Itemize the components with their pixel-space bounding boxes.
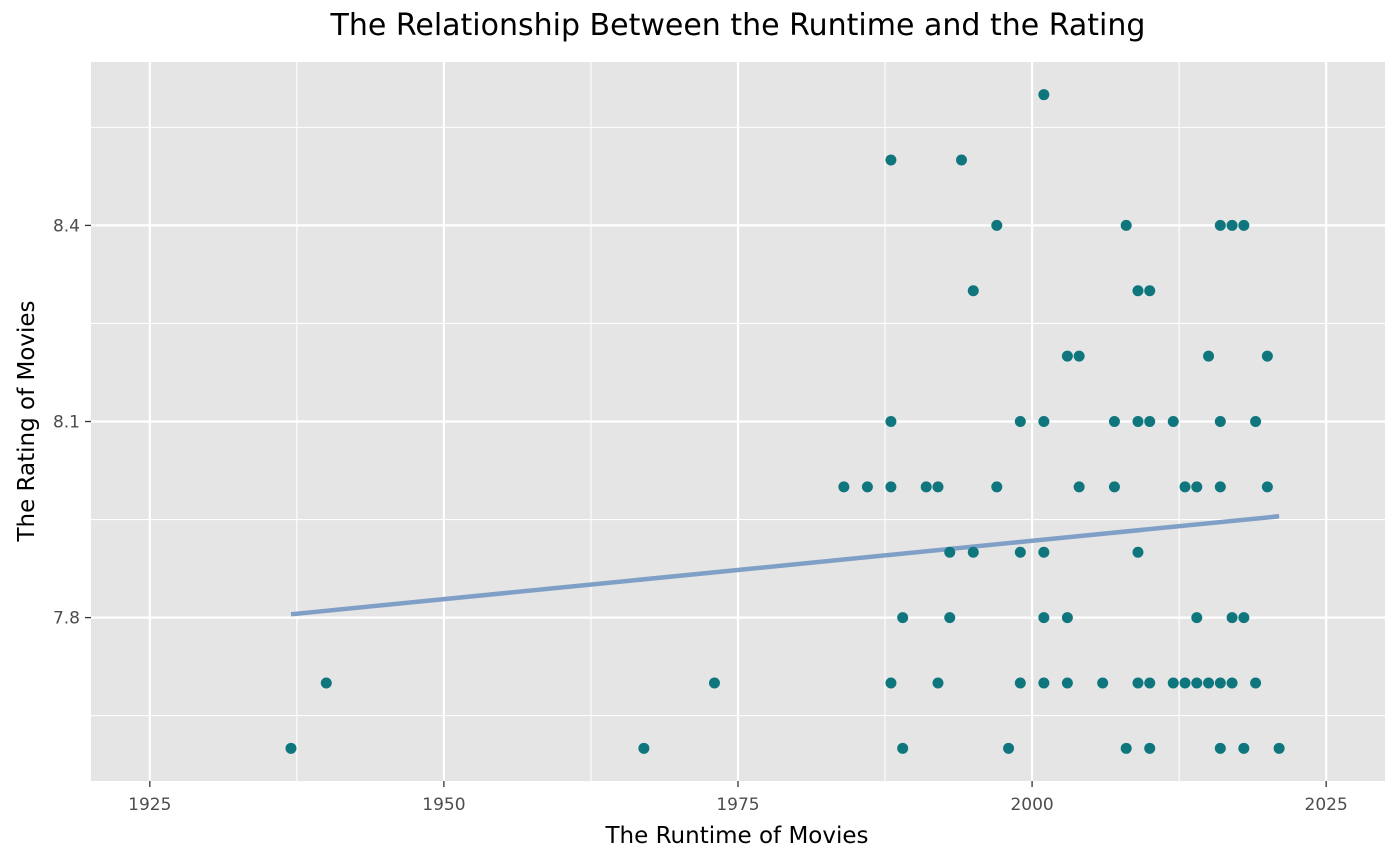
data-point [1132,546,1144,558]
data-point [1238,742,1250,754]
data-point [1191,481,1203,493]
data-point [1179,481,1191,493]
data-point [1238,219,1250,231]
data-point [1261,481,1273,493]
data-point [1203,677,1215,689]
data-point [967,285,979,297]
data-point [1144,416,1156,427]
data-point [861,481,873,493]
y-tick-label: 7.8 [53,609,80,629]
data-point [1214,742,1226,754]
data-point [1132,416,1144,427]
data-point [1014,546,1026,558]
data-point [1144,285,1156,297]
data-point [885,677,897,689]
data-point [885,481,897,493]
data-point [1179,677,1191,689]
data-point [991,481,1003,493]
y-axis-title: The Rating of Movies [14,300,40,542]
data-point [1167,416,1179,427]
data-point [1226,612,1238,624]
x-tick-label: 1925 [128,795,171,815]
data-point [1061,350,1073,362]
data-point [897,742,909,754]
data-point [320,677,332,689]
trend-line-layer [290,514,1280,617]
data-point [1108,416,1120,427]
data-point [1144,677,1156,689]
data-point [1061,612,1073,624]
data-point [285,742,297,754]
data-point [1097,677,1109,689]
x-tick-label: 2025 [1305,795,1348,815]
data-point [1238,612,1250,624]
data-point [1132,285,1144,297]
grid-major [91,62,1385,781]
data-point [638,742,650,754]
data-point [1120,742,1132,754]
data-point [932,481,944,493]
y-tick-label: 8.1 [53,413,80,433]
data-point [1203,350,1215,362]
y-axis-ticks: 7.8 8.1 8.4 [53,216,91,629]
data-point [956,154,968,166]
data-point [897,612,909,624]
data-point [1144,742,1156,754]
x-tick-label: 2000 [1010,795,1053,815]
data-point [1214,481,1226,493]
data-point [838,481,850,493]
data-point [1038,546,1050,558]
data-point [1038,677,1050,689]
data-point [920,481,932,493]
points-layer [285,89,1285,754]
data-point [1038,416,1050,427]
data-point [1226,677,1238,689]
data-point [1014,416,1026,427]
data-point [932,677,944,689]
data-point [1261,350,1273,362]
data-point [991,219,1003,231]
data-point [1226,219,1238,231]
data-point [1014,677,1026,689]
chart-title: The Relationship Between the Runtime and… [330,8,1146,43]
trend-line [290,514,1280,617]
x-axis-title: The Runtime of Movies [605,823,869,849]
data-point [944,612,956,624]
data-point [1273,742,1285,754]
data-point [1073,350,1085,362]
data-point [885,154,897,166]
data-point [1073,481,1085,493]
y-tick-label: 8.4 [53,216,80,236]
data-point [1120,219,1132,231]
x-axis-ticks: 1925 1950 1975 2000 2025 [128,781,1348,815]
data-point [1250,416,1262,427]
data-point [1038,89,1050,101]
data-point [1191,612,1203,624]
data-point [1061,677,1073,689]
data-point [1003,742,1015,754]
data-point [1038,612,1050,624]
data-point [1108,481,1120,493]
data-point [1214,219,1226,231]
data-point [708,677,720,689]
x-tick-label: 1950 [422,795,465,815]
data-point [1132,677,1144,689]
data-point [944,546,956,558]
data-point [1214,677,1226,689]
data-point [1167,677,1179,689]
data-point [1250,677,1262,689]
data-point [967,546,979,558]
x-tick-label: 1975 [716,795,759,815]
data-point [1191,677,1203,689]
data-point [1214,416,1226,427]
data-point [885,416,897,427]
